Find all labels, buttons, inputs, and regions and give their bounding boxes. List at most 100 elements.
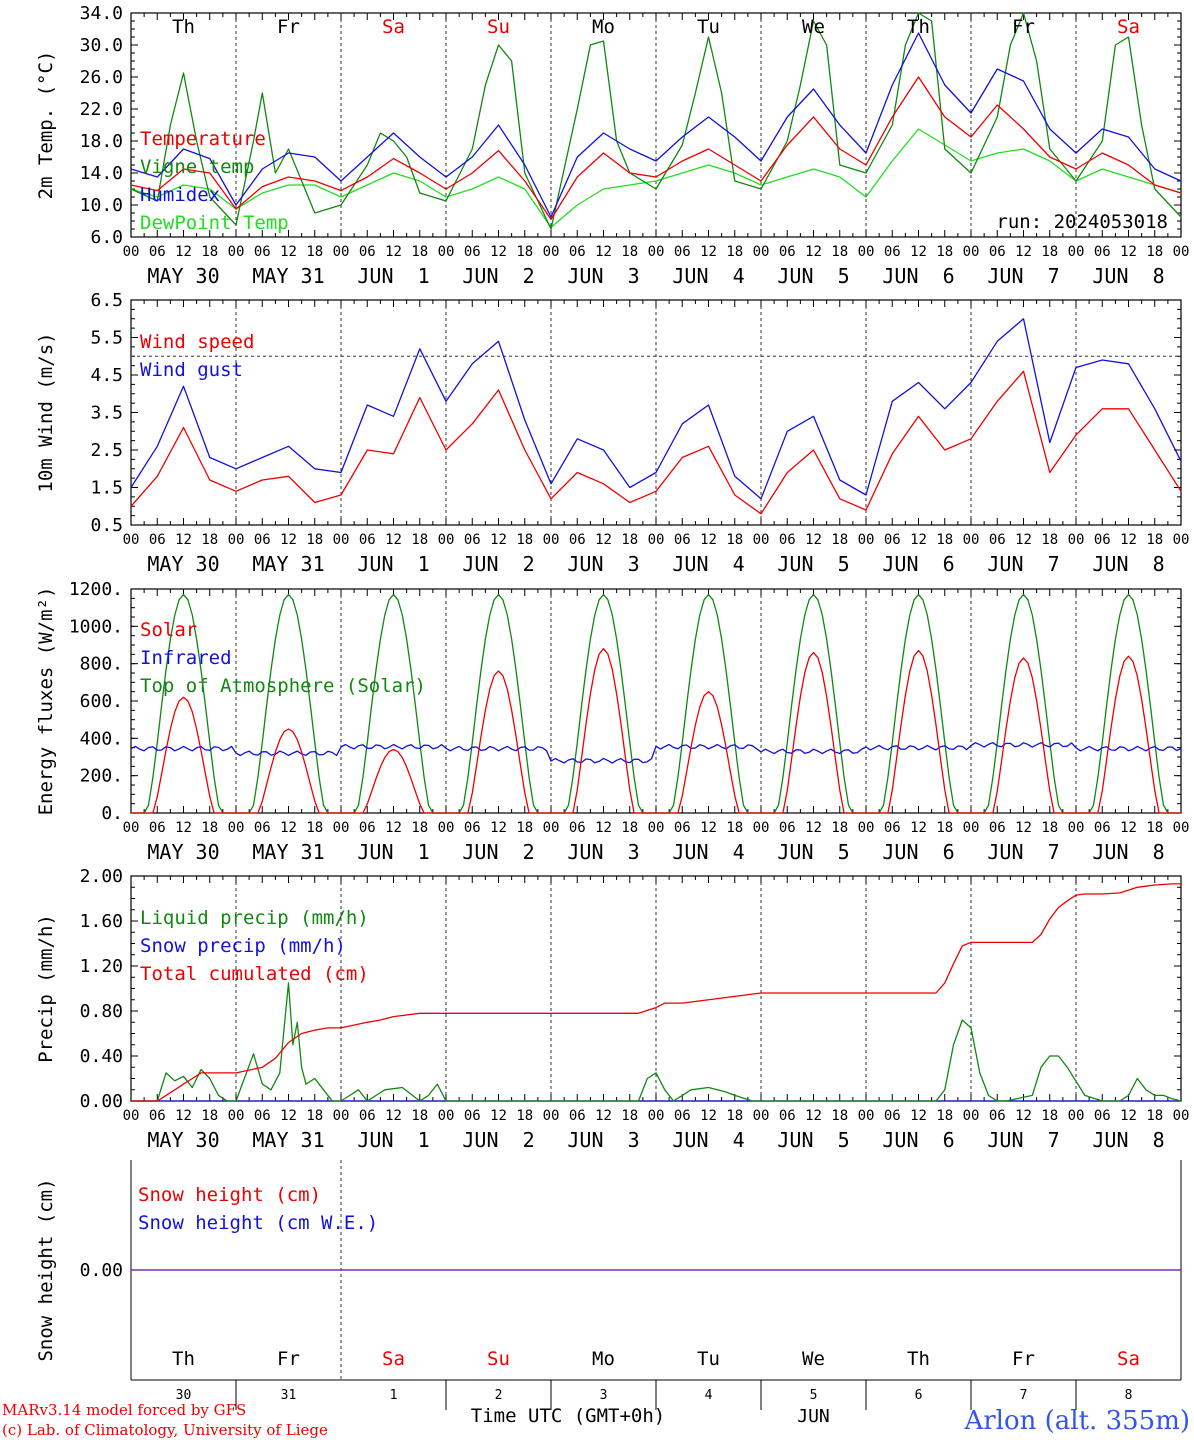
legend-entry: DewPoint Temp [140,212,289,234]
hour-tick-label: 18 [1146,820,1163,836]
hour-tick-label: 12 [385,244,402,260]
date-label: MAY 30 [147,1128,219,1152]
date-label: MAY 31 [252,552,324,576]
plot-frame [130,12,1182,238]
hour-tick-label: 00 [648,244,665,260]
hour-tick-label: 00 [333,820,350,836]
legend-entry: Infrared [140,647,232,669]
hour-tick-label: 06 [569,1108,586,1124]
hour-tick-label: 06 [884,1108,901,1124]
hour-tick-label: 06 [1094,244,1111,260]
panel-precip: 00 06 12 18 00 06 12 18 00 06 12 18 00 06 12 18 00 06 12 18… [35,866,1189,1152]
hour-tick-label: 18 [1041,1108,1058,1124]
y-tick-label: 400. [80,728,123,749]
date-label: JUN 3 [567,840,639,864]
day-number-label: 30 [176,1388,192,1403]
hour-tick-label: 06 [884,532,901,548]
hour-tick-label: 00 [333,532,350,548]
hour-tick-label: 18 [306,532,323,548]
hour-tick-label: 00 [438,532,455,548]
hour-tick-label: 00 [543,820,560,836]
weekday-label: We [802,16,825,38]
hour-tick-label: 06 [464,1108,481,1124]
hour-tick-label: 00 [1173,532,1190,548]
hour-tick-label: 12 [1015,532,1032,548]
hour-tick-label: 12 [910,820,927,836]
hour-tick-label: 18 [621,532,638,548]
hour-tick-label: 18 [516,532,533,548]
hour-tick-label: 18 [516,1108,533,1124]
legend-entry: Wind speed [140,331,254,353]
date-label: JUN 4 [672,840,744,864]
y-tick-label: 1.20 [80,956,123,977]
series-line-solar [131,648,1181,814]
hour-tick-label: 18 [306,820,323,836]
hour-tick-label: 06 [254,1108,271,1124]
hour-tick-label: 18 [936,820,953,836]
hour-tick-label: 00 [1068,532,1085,548]
hour-tick-label: 12 [1120,1108,1137,1124]
date-label: MAY 30 [147,840,219,864]
credit-line-1: MARv3.14 model forced by GFS [2,1401,246,1419]
legend-entry: Total cumulated (cm) [140,963,369,985]
day-number-label: 2 [495,1388,503,1403]
hour-tick-label: 18 [621,244,638,260]
hour-tick-label: 18 [516,244,533,260]
weekday-label: Sa [382,16,405,38]
date-label: JUN 7 [987,264,1059,288]
hour-tick-label: 12 [910,532,927,548]
panel-snow: 0.00 Snow height (cm) Snow height (cm) Snow… [35,1160,1182,1427]
day-number-label: 8 [1125,1388,1133,1403]
weekday-label: Su [487,16,510,38]
hour-tick-label: 12 [385,820,402,836]
hour-tick-label: 12 [1120,244,1137,260]
panel-temperature: 00 06 12 18 00 06 12 18 00 06 12 18 00 06 12 18 00 06 12 18… [35,3,1189,288]
y-axis-label: 10m Wind (m/s) [35,332,57,492]
run-annotation: run: 2024053018 [996,211,1168,233]
hour-tick-label: 18 [726,1108,743,1124]
hour-tick-label: 18 [831,244,848,260]
date-label: MAY 31 [252,264,324,288]
hour-tick-label: 06 [779,532,796,548]
hour-tick-label: 00 [1068,244,1085,260]
hour-tick-label: 06 [569,244,586,260]
y-tick-label: 200. [80,766,123,787]
hour-tick-label: 18 [831,820,848,836]
series-line-wind-speed [130,370,1182,515]
hour-tick-label: 06 [464,532,481,548]
y-tick-label: 0.40 [80,1046,123,1067]
y-axis-label: 2m Temp. (°C) [35,51,57,200]
hour-tick-label: 00 [1173,244,1190,260]
hour-tick-label: 00 [648,820,665,836]
hour-tick-label: 12 [1120,820,1137,836]
y-tick-label: 3.5 [90,403,123,424]
date-label: JUN 5 [777,840,849,864]
hour-tick-label: 06 [779,820,796,836]
day-number-label: 6 [915,1388,923,1403]
hour-tick-label: 12 [910,1108,927,1124]
hour-tick-label: 06 [674,244,691,260]
hour-tick-label: 18 [726,244,743,260]
hour-tick-label: 18 [306,244,323,260]
date-label: JUN 1 [357,264,429,288]
plot-frame [130,588,1182,814]
y-tick-label: 1200. [69,579,123,600]
y-tick-label: 2.00 [80,866,123,887]
series-line-temperature [130,76,1182,221]
y-tick-label: 1.60 [80,911,123,932]
hour-tick-label: 06 [779,244,796,260]
series-line-liquid-precip-mm-h- [131,982,1182,1102]
weekday-label: Th [907,16,930,38]
hour-tick-label: 06 [569,532,586,548]
weekday-label: Tu [697,16,720,38]
date-label: JUN 8 [1092,264,1164,288]
series-line-dewpoint-temp [130,128,1182,229]
date-label: JUN 2 [462,264,534,288]
hour-tick-label: 18 [936,244,953,260]
hour-tick-label: 00 [228,1108,245,1124]
hour-tick-label: 06 [674,820,691,836]
day-number-label: 31 [281,1388,297,1403]
hour-tick-label: 18 [516,820,533,836]
hour-tick-label: 18 [411,1108,428,1124]
